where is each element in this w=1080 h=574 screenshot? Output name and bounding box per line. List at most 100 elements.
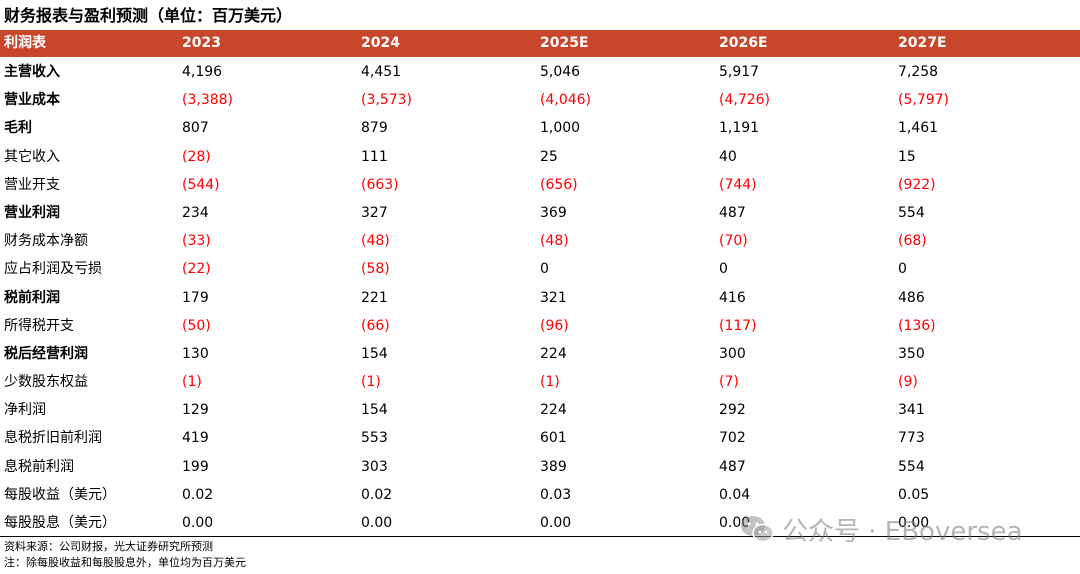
row-label: 净利润 <box>4 402 46 419</box>
row-value: 416 <box>719 289 746 306</box>
row-value: (744) <box>719 176 757 193</box>
source-note: 资料来源：公司财报，光大证券研究所预测 <box>4 540 213 553</box>
row-value: 111 <box>361 148 388 165</box>
table-row: 息税折旧前利润 419 553 601 702 773 <box>0 424 1080 452</box>
row-value: 0 <box>898 261 907 278</box>
row-value: (4,726) <box>719 92 771 109</box>
row-value: 40 <box>719 148 737 165</box>
row-value: 486 <box>898 289 925 306</box>
header-year: 2026E <box>719 35 768 51</box>
row-label: 税前利润 <box>4 289 60 306</box>
footnotes: 资料来源：公司财报，光大证券研究所预测 注：除每股收益和每股股息外，单位均为百万… <box>4 539 246 571</box>
row-value: 234 <box>182 204 209 221</box>
row-value: 487 <box>719 458 746 475</box>
row-value: 389 <box>540 458 567 475</box>
row-value: 4,196 <box>182 64 223 80</box>
row-value: 179 <box>182 289 209 306</box>
row-value: 773 <box>898 430 925 447</box>
row-value: 221 <box>361 289 388 306</box>
row-value: 0.05 <box>898 486 930 503</box>
row-value: 0.00 <box>540 515 572 531</box>
row-label: 应占利润及亏损 <box>4 261 102 278</box>
row-value: (7) <box>719 374 739 391</box>
row-value: (3,388) <box>182 92 234 109</box>
row-value: 5,917 <box>719 64 760 80</box>
row-value: (96) <box>540 317 569 334</box>
table-row: 税前利润 179 221 321 416 486 <box>0 284 1080 312</box>
row-value: 350 <box>898 345 925 362</box>
watermark-text: 公众号 · EBoversea <box>782 516 1023 547</box>
table-row: 少数股东权益 (1) (1) (1) (7) (9) <box>0 368 1080 396</box>
table-row: 财务成本净额 (33) (48) (48) (70) (68) <box>0 227 1080 255</box>
row-value: 0.03 <box>540 486 572 503</box>
table-row: 应占利润及亏损 (22) (58) 0 0 0 <box>0 255 1080 283</box>
table-row: 主营收入 4,196 4,451 5,046 5,917 7,258 <box>0 58 1080 86</box>
row-value: (48) <box>540 233 569 250</box>
table-body: 主营收入 4,196 4,451 5,046 5,917 7,258 营业成本 (3,388)… <box>0 58 1080 537</box>
row-value: (117) <box>719 317 757 334</box>
table-row: 每股收益（美元） 0.02 0.02 0.03 0.04 0.05 <box>0 481 1080 509</box>
row-value: (922) <box>898 176 936 193</box>
row-value: 487 <box>719 204 746 221</box>
row-value: (58) <box>361 261 390 278</box>
table-row: 息税前利润 199 303 389 487 554 <box>0 453 1080 481</box>
row-value: 0 <box>540 261 549 278</box>
row-value: 0.02 <box>361 486 393 503</box>
table-row: 净利润 129 154 224 292 341 <box>0 396 1080 424</box>
row-value: (33) <box>182 233 211 250</box>
row-value: 369 <box>540 204 567 221</box>
row-value: 0.00 <box>898 515 930 531</box>
row-value: 702 <box>719 430 746 447</box>
row-value: (544) <box>182 176 220 193</box>
row-value: (48) <box>361 233 390 250</box>
row-value: (1) <box>540 374 560 391</box>
row-value: (3,573) <box>361 92 413 109</box>
table-row: 其它收入 (28) 111 25 40 15 <box>0 143 1080 171</box>
table-row: 营业成本 (3,388) (3,573) (4,046) (4,726) (5,797) <box>0 86 1080 114</box>
header-year: 2023 <box>182 35 221 51</box>
page-title: 财务报表与盈利预测（单位：百万美元） <box>4 6 293 25</box>
row-value: 130 <box>182 345 209 362</box>
row-label: 所得税开支 <box>4 317 74 334</box>
row-label: 主营收入 <box>4 64 60 80</box>
row-value: 0.00 <box>361 515 393 531</box>
row-label: 营业利润 <box>4 204 60 221</box>
divider <box>0 536 1080 537</box>
header-label: 利润表 <box>4 35 46 51</box>
row-value: 553 <box>361 430 388 447</box>
row-value: 154 <box>361 345 388 362</box>
row-value: 5,046 <box>540 64 581 80</box>
row-label: 每股股息（美元） <box>4 515 116 531</box>
wechat-icon <box>741 516 774 543</box>
row-value: 1,000 <box>540 120 581 137</box>
header-year: 2024 <box>361 35 400 51</box>
table-row: 营业开支 (544) (663) (656) (744) (922) <box>0 171 1080 199</box>
row-value: (68) <box>898 233 927 250</box>
row-value: (9) <box>898 374 918 391</box>
header-year: 2025E <box>540 35 589 51</box>
row-value: (50) <box>182 317 211 334</box>
row-label: 毛利 <box>4 120 32 137</box>
row-value: (656) <box>540 176 578 193</box>
row-value: (136) <box>898 317 936 334</box>
row-value: 554 <box>898 458 925 475</box>
row-value: 129 <box>182 402 209 419</box>
table-header: 利润表 2023 2024 2025E 2026E 2027E <box>0 30 1080 57</box>
table-row: 营业利润 234 327 369 487 554 <box>0 199 1080 227</box>
row-value: 0.02 <box>182 486 214 503</box>
row-value: 4,451 <box>361 64 402 80</box>
row-value: 224 <box>540 402 567 419</box>
row-value: 601 <box>540 430 567 447</box>
row-value: 303 <box>361 458 388 475</box>
row-value: 154 <box>361 402 388 419</box>
row-value: (28) <box>182 148 211 165</box>
row-label: 税后经营利润 <box>4 345 88 362</box>
row-value: 199 <box>182 458 209 475</box>
table-row: 所得税开支 (50) (66) (96) (117) (136) <box>0 312 1080 340</box>
row-label: 财务成本净额 <box>4 233 88 250</box>
header-year: 2027E <box>898 35 947 51</box>
row-value: 554 <box>898 204 925 221</box>
row-value: 879 <box>361 120 388 137</box>
row-label: 营业成本 <box>4 92 60 109</box>
row-value: 1,191 <box>719 120 760 137</box>
